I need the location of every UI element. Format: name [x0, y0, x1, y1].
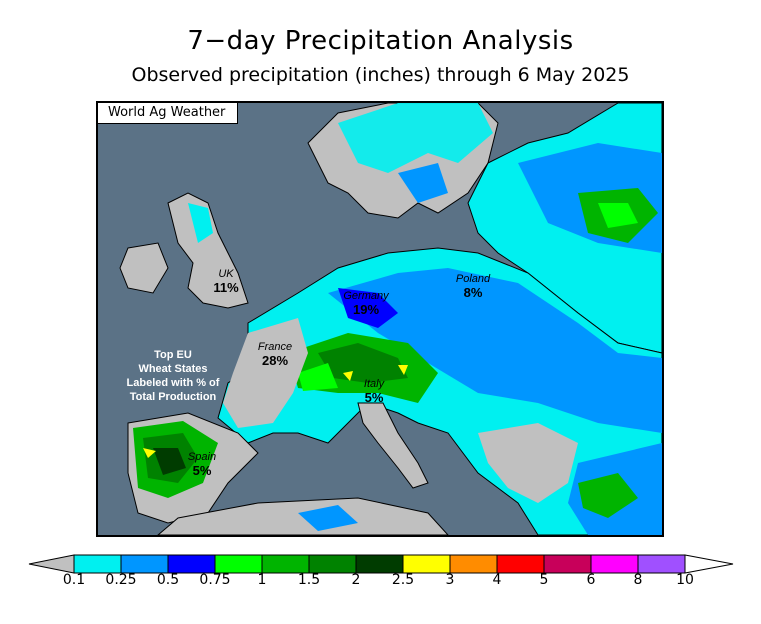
map-subtitle: Observed precipitation (inches) through …: [131, 64, 630, 86]
precip-continent-blue: [328, 268, 662, 433]
precip-north-africa: [298, 505, 358, 531]
precip-alps-dark: [318, 343, 408, 383]
precip-germany-core: [338, 288, 398, 328]
legend-tick: 0.25: [105, 572, 137, 588]
map-graphic: [119, 103, 662, 535]
legend-swatch: [355, 554, 404, 574]
region-pct: 19%: [352, 302, 380, 317]
legend-tick: 4: [492, 572, 502, 588]
source-label: World Ag Weather: [98, 103, 239, 124]
legend-tick: 10: [676, 572, 694, 588]
region-name: Italy: [363, 378, 385, 390]
land-italy: [357, 402, 429, 489]
legend-tick-labels: 0.1 0.25 0.5 0.75 1 1.5 2 2.5 3 4 5 6 8 10: [0, 572, 761, 592]
legend-tick: 6: [586, 572, 596, 588]
precip-scandinavia-2: [398, 163, 448, 203]
legend-tick: 2: [351, 572, 361, 588]
legend-tick: 0.1: [62, 572, 86, 588]
legend-tick: 5: [539, 572, 549, 588]
precip-alps-yellow-1: [343, 371, 353, 381]
note-line: Labeled with % of: [126, 377, 220, 389]
region-name: Germany: [343, 290, 389, 302]
precip-uk: [188, 203, 213, 243]
region-pct: 11%: [213, 280, 239, 295]
legend-swatch: [261, 554, 310, 574]
land-france-dry: [223, 318, 308, 428]
region-label-spain: Spain 5%: [178, 450, 226, 478]
precip-alps-yellow-2: [398, 365, 408, 375]
legend-swatch: [214, 554, 263, 574]
legend-swatch: [73, 554, 122, 574]
region-name: Poland: [455, 273, 491, 285]
land-balkans-dry: [478, 423, 578, 503]
precipitation-map: World Ag Weather UK 11% France 28% Germa…: [96, 101, 664, 537]
precip-iberia-yellow: [143, 448, 156, 458]
region-pct: 8%: [463, 285, 483, 300]
region-label-poland: Poland 8%: [448, 272, 498, 300]
legend-swatch: [120, 554, 169, 574]
region-pct: 5%: [192, 463, 212, 478]
precip-turkey-green: [578, 473, 638, 518]
legend-swatch: [402, 554, 451, 574]
legend-swatch: [590, 554, 639, 574]
region-pct: 5%: [364, 390, 384, 405]
legend-tick: 2.5: [391, 572, 415, 588]
wheat-note: Top EU Wheat States Labeled with % of To…: [108, 348, 238, 404]
legend-swatch: [496, 554, 545, 574]
region-name: Spain: [187, 451, 217, 463]
color-legend: [28, 554, 734, 574]
legend-tick: 1.5: [297, 572, 321, 588]
note-line: Total Production: [129, 391, 217, 403]
region-name: UK: [218, 268, 234, 280]
legend-high-arrow: [684, 554, 734, 574]
legend-tick: 3: [445, 572, 455, 588]
legend-tick: 0.75: [199, 572, 231, 588]
legend-tick: 0.5: [156, 572, 180, 588]
region-label-france: France 28%: [250, 340, 300, 368]
land-uk: [167, 192, 249, 309]
land-ireland: [119, 242, 169, 294]
precip-alps-lime: [298, 363, 338, 391]
map-title: 7−day Precipitation Analysis: [187, 26, 574, 56]
legend-swatch: [637, 554, 686, 574]
legend-swatch: [449, 554, 498, 574]
legend-tick: 8: [633, 572, 643, 588]
note-line: Wheat States: [138, 363, 208, 375]
legend-tick: 1: [257, 572, 267, 588]
legend-swatch: [308, 554, 357, 574]
legend-swatch: [167, 554, 216, 574]
precip-northeast-lime: [598, 203, 638, 228]
legend-swatch: [543, 554, 592, 574]
region-name: France: [257, 341, 293, 353]
note-line: Top EU: [154, 349, 192, 361]
region-label-germany: Germany 19%: [336, 289, 396, 317]
precip-iberia-darkest: [153, 448, 186, 475]
region-pct: 28%: [261, 353, 289, 368]
region-label-uk: UK 11%: [206, 267, 246, 295]
legend-low-arrow: [28, 554, 75, 574]
region-label-italy: Italy 5%: [354, 377, 394, 405]
precip-scandinavia: [338, 103, 493, 173]
